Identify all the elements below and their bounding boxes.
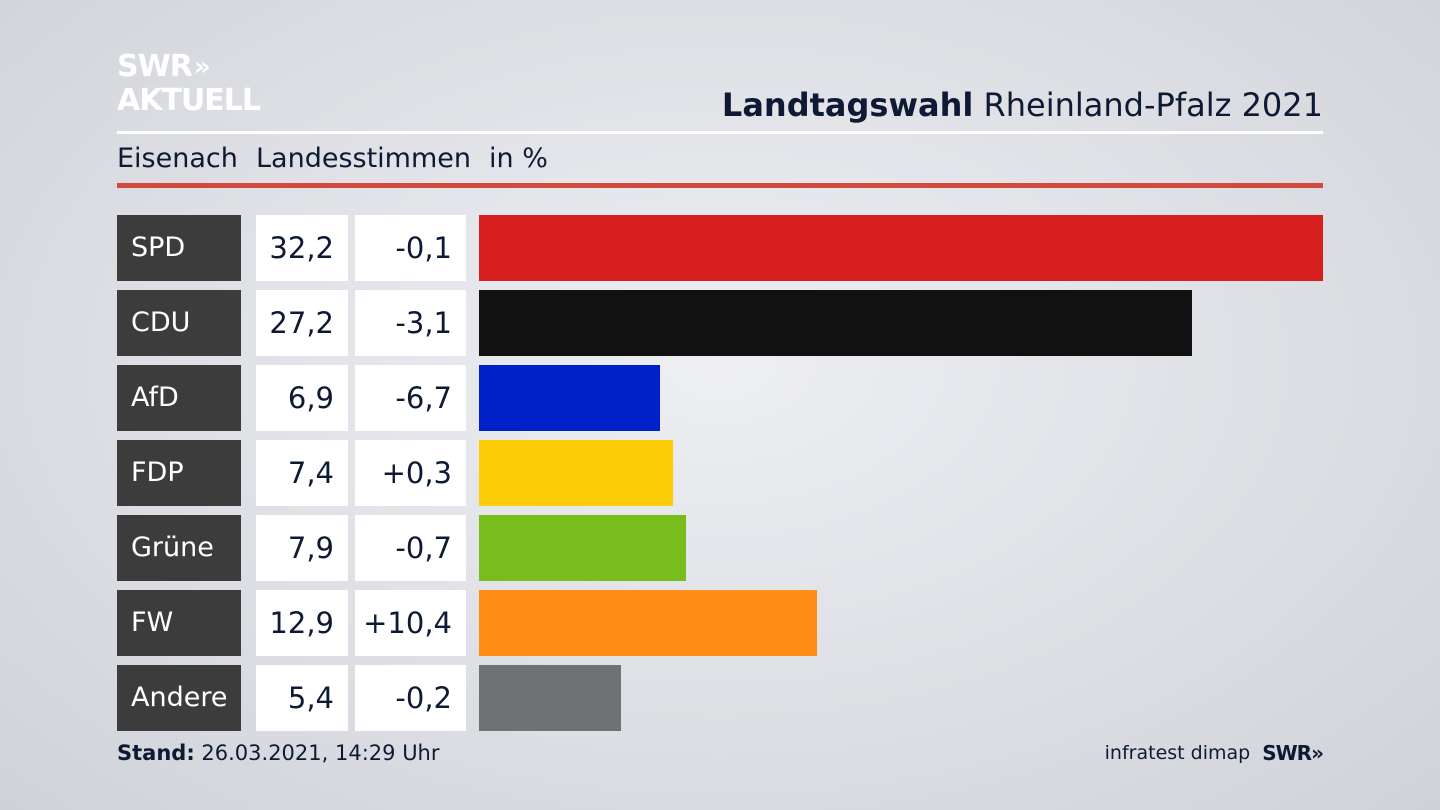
stand-value: 26.03.2021, 14:29 Uhr — [201, 741, 440, 765]
title-rest: Rheinland-Pfalz 2021 — [983, 86, 1323, 124]
logo-aktuell-text: AKTUELL — [117, 83, 261, 118]
source-credit: infratest dimap SWR» — [1104, 741, 1324, 765]
metric-label: Landesstimmen — [256, 143, 471, 174]
party-label: CDU — [117, 290, 241, 356]
vote-share-value: 27,2 — [256, 290, 348, 356]
swr-aktuell-logo: SWR » AKTUELL — [117, 49, 261, 118]
vote-share-bar — [479, 440, 673, 506]
brand-text: SWR — [1262, 741, 1312, 765]
vote-share-bar — [479, 665, 621, 731]
vote-share-value: 7,9 — [256, 515, 348, 581]
stand-label: Stand: — [117, 741, 195, 765]
accent-divider — [117, 183, 1323, 188]
vote-share-bar — [479, 290, 1192, 356]
vote-share-bar — [479, 215, 1323, 281]
swr-brand-logo: SWR» — [1262, 741, 1324, 765]
vote-share-value: 12,9 — [256, 590, 348, 656]
title-bold: Landtagswahl — [721, 86, 974, 124]
vote-share-value: 32,2 — [256, 215, 348, 281]
brand-arrows-icon: » — [1311, 741, 1324, 765]
logo-swr-text: SWR — [117, 49, 193, 84]
vote-change-value: -0,7 — [355, 515, 466, 581]
header-divider — [117, 131, 1323, 134]
vote-change-value: -0,2 — [355, 665, 466, 731]
party-label: FW — [117, 590, 241, 656]
vote-share-bar — [479, 515, 686, 581]
vote-share-value: 5,4 — [256, 665, 348, 731]
source-text: infratest dimap — [1104, 742, 1251, 764]
timestamp: Stand: 26.03.2021, 14:29 Uhr — [117, 741, 440, 765]
vote-change-value: +0,3 — [355, 440, 466, 506]
party-label: Grüne — [117, 515, 241, 581]
vote-change-value: -0,1 — [355, 215, 466, 281]
vote-share-bar — [479, 365, 660, 431]
page-title: Landtagswahl Rheinland-Pfalz 2021 — [722, 86, 1323, 124]
vote-change-value: +10,4 — [355, 590, 466, 656]
vote-share-value: 7,4 — [256, 440, 348, 506]
vote-share-value: 6,9 — [256, 365, 348, 431]
party-label: Andere — [117, 665, 241, 731]
vote-change-value: -6,7 — [355, 365, 466, 431]
vote-change-value: -3,1 — [355, 290, 466, 356]
region-label: Eisenach — [117, 143, 238, 174]
logo-arrows-icon: » — [193, 52, 211, 82]
party-label: FDP — [117, 440, 241, 506]
unit-label: in % — [489, 143, 548, 174]
party-label: SPD — [117, 215, 241, 281]
vote-share-bar — [479, 590, 817, 656]
party-label: AfD — [117, 365, 241, 431]
